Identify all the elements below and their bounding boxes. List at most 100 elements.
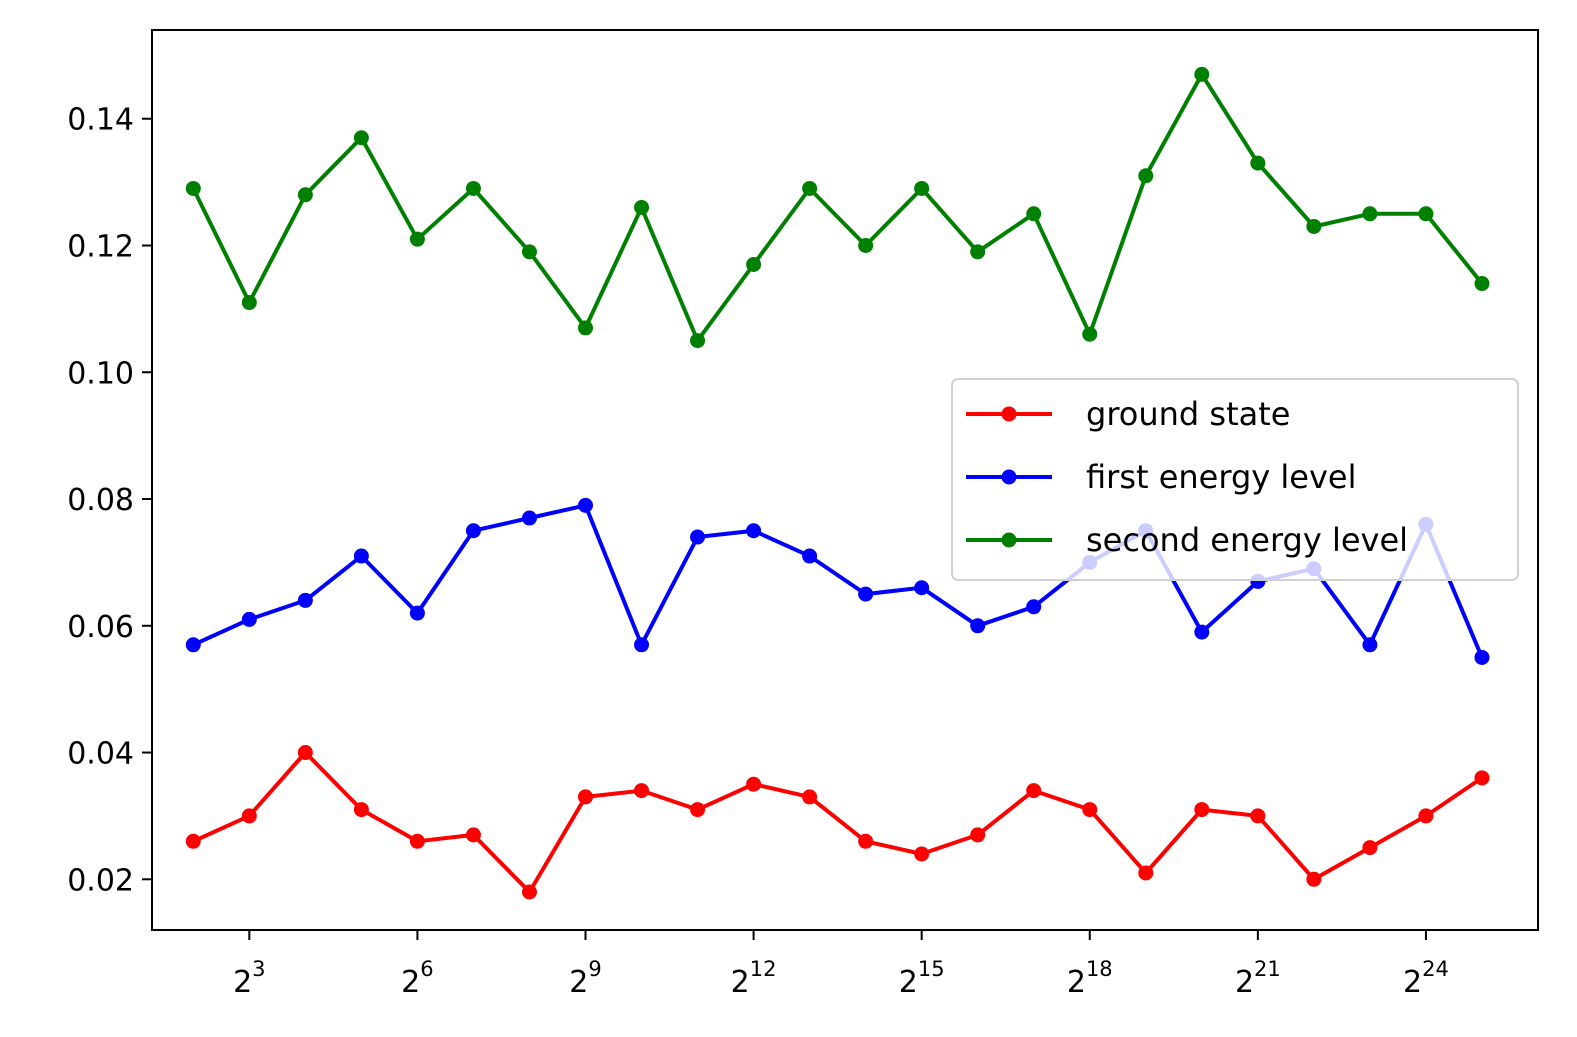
data-point (858, 586, 874, 602)
data-point (297, 745, 313, 761)
data-point (1362, 637, 1378, 653)
x-tick-base: 2 (1235, 965, 1254, 1000)
data-point (353, 548, 369, 564)
data-point (746, 523, 762, 539)
data-point (577, 497, 593, 513)
data-point (577, 789, 593, 805)
data-point (297, 592, 313, 608)
data-point (1026, 599, 1042, 615)
y-tick-label: 0.14 (67, 103, 134, 138)
x-tick-base: 2 (899, 965, 918, 1000)
data-point (521, 884, 537, 900)
y-tick-label: 0.06 (67, 610, 134, 645)
y-tick-label: 0.02 (67, 863, 134, 898)
data-point (185, 180, 201, 196)
data-point (465, 180, 481, 196)
data-point (634, 199, 650, 215)
data-point (241, 295, 257, 311)
data-point (802, 180, 818, 196)
data-point (521, 510, 537, 526)
x-tick-exponent: 12 (750, 957, 777, 981)
data-point (1362, 840, 1378, 856)
data-point (353, 802, 369, 818)
data-point (1362, 206, 1378, 222)
x-tick-exponent: 9 (588, 957, 601, 981)
data-point (914, 846, 930, 862)
data-point (1194, 802, 1210, 818)
data-point (1306, 218, 1322, 234)
legend-label: second energy level (1086, 521, 1408, 559)
x-tick-base: 2 (401, 965, 420, 1000)
x-tick-base: 2 (731, 965, 750, 1000)
data-point (1026, 206, 1042, 222)
x-tick-base: 2 (569, 965, 588, 1000)
data-point (746, 776, 762, 792)
data-point (1138, 865, 1154, 881)
x-tick-label: 224 (1403, 957, 1449, 1000)
y-tick-label: 0.12 (67, 229, 134, 264)
series-line (191, 72, 1484, 343)
legend-label: ground state (1086, 395, 1290, 433)
data-point (577, 320, 593, 336)
legend-box (951, 378, 1519, 581)
data-point (1194, 624, 1210, 640)
data-point (1474, 770, 1490, 786)
data-point (1306, 871, 1322, 887)
data-point (1474, 649, 1490, 665)
x-tick-exponent: 21 (1254, 957, 1281, 981)
legend-entry: second energy level (966, 521, 1408, 559)
y-tick-label: 0.04 (67, 737, 134, 772)
data-point (241, 611, 257, 627)
x-tick-exponent: 15 (918, 957, 945, 981)
data-point (185, 833, 201, 849)
x-tick-exponent: 18 (1086, 957, 1113, 981)
x-tick-label: 221 (1235, 957, 1281, 1000)
data-point (914, 580, 930, 596)
x-tick-base: 2 (1067, 965, 1086, 1000)
data-point (802, 789, 818, 805)
x-tick-label: 29 (569, 957, 601, 1000)
data-point (1418, 206, 1434, 222)
data-point (1250, 808, 1266, 824)
data-point (1418, 808, 1434, 824)
data-point (802, 548, 818, 564)
data-point (690, 529, 706, 545)
x-tick-label: 212 (731, 957, 777, 1000)
data-point (1194, 66, 1210, 82)
x-tick-label: 215 (899, 957, 945, 1000)
data-point (858, 237, 874, 253)
series-2 (185, 66, 1490, 349)
x-tick-label: 26 (401, 957, 433, 1000)
data-point (409, 605, 425, 621)
y-tick-label: 0.10 (67, 356, 134, 391)
data-point (409, 231, 425, 247)
data-point (1082, 802, 1098, 818)
x-tick-exponent: 3 (252, 957, 265, 981)
x-tick-label: 23 (233, 957, 265, 1000)
x-tick-base: 2 (1403, 965, 1422, 1000)
x-tick-label: 218 (1067, 957, 1113, 1000)
data-point (970, 244, 986, 260)
data-point (746, 257, 762, 273)
data-point (634, 783, 650, 799)
series-0 (185, 745, 1490, 900)
data-point (1474, 276, 1490, 292)
legend-label: first energy level (1086, 458, 1356, 496)
series-line (192, 750, 1484, 894)
legend-swatch-marker (1001, 469, 1017, 485)
legend: ground state first energy level second ene… (951, 378, 1519, 581)
data-point (970, 827, 986, 843)
data-point (1026, 783, 1042, 799)
data-point (858, 833, 874, 849)
data-point (970, 618, 986, 634)
x-tick-exponent: 24 (1422, 957, 1449, 981)
data-point (185, 637, 201, 653)
y-tick-label: 0.08 (67, 483, 134, 518)
legend-entry: ground state (966, 395, 1290, 433)
data-point (1250, 155, 1266, 171)
data-point (465, 827, 481, 843)
data-point (297, 187, 313, 203)
plot-frame (151, 29, 1539, 931)
